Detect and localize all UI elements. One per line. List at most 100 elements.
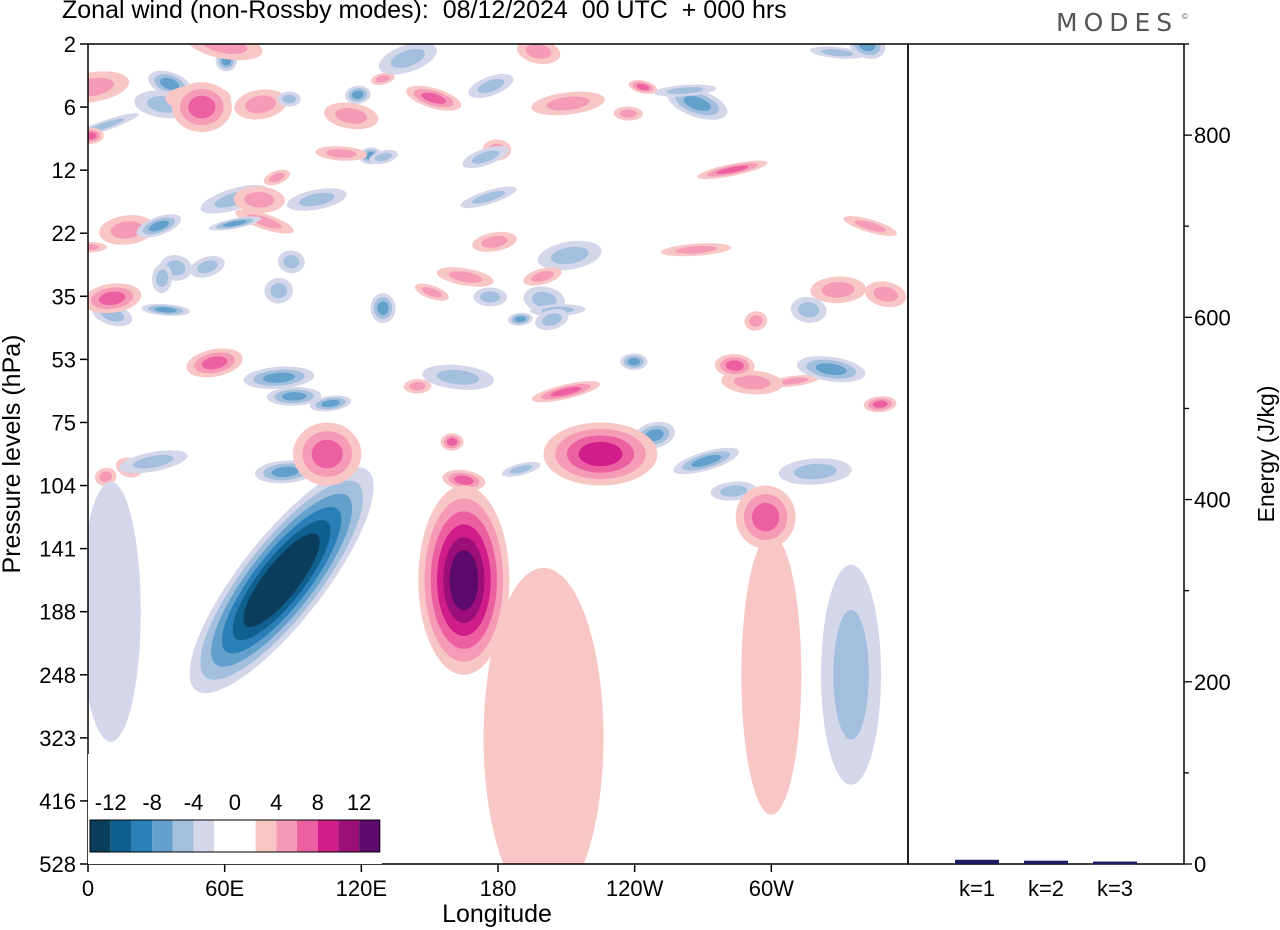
contour-patch (270, 283, 288, 299)
contour-patch (872, 400, 888, 408)
contour-patch (778, 377, 809, 385)
contour-patch (532, 291, 557, 308)
x-tick-label: 60W (749, 876, 794, 901)
contour-patch (733, 375, 771, 390)
colorbar-label: -8 (142, 790, 162, 815)
y-tick-label: 22 (52, 221, 76, 246)
contour-feature (578, 441, 623, 467)
contour-patch (88, 77, 115, 97)
colorbar-swatch (152, 820, 173, 852)
contour-patch (110, 221, 144, 239)
contour-patch (509, 464, 533, 474)
y-tick-label: 2 (64, 32, 76, 57)
contour-patch (446, 438, 458, 446)
contour-patch (477, 78, 505, 94)
contour-patch (159, 77, 180, 90)
contour-patch (858, 44, 876, 52)
contour-patch (821, 281, 855, 298)
energy-category-label: k=3 (1097, 876, 1133, 901)
y-tick-label: 248 (39, 663, 76, 688)
colorbar-swatch (317, 820, 339, 852)
contour-patch (716, 165, 749, 175)
brand-logo: MODES (1056, 8, 1179, 37)
contour-patch (390, 48, 426, 68)
energy-axis-label: Energy (J/kg) (1253, 386, 1279, 523)
contour-patch (821, 49, 854, 57)
colorbar-swatch (359, 820, 380, 852)
contour-patch (741, 534, 802, 815)
x-axis: 0 60E 120E 180 120W 60W (82, 864, 794, 901)
contour-feature (254, 546, 309, 614)
contour-patch (436, 369, 480, 385)
contour-patch (283, 255, 300, 269)
contour-patch (321, 399, 340, 408)
contour-feature (449, 550, 479, 611)
contour-patch (636, 83, 650, 91)
contour-patch (203, 44, 248, 55)
contour-patch (244, 191, 275, 208)
colorbar-label: -4 (184, 790, 204, 815)
y-tick-label: 528 (39, 852, 76, 877)
energy-category-label: k=2 (1028, 876, 1064, 901)
contour-patch (409, 381, 426, 391)
colorbar-label: 4 (270, 790, 282, 815)
contour-patch (454, 475, 474, 485)
contour-patch (282, 94, 297, 104)
y-axis: 2 6 12 22 35 53 75 104 141 188 248 323 416 528 (39, 32, 88, 877)
contour-feature (752, 502, 780, 532)
y-tick-label: 323 (39, 726, 76, 751)
contour-patch (514, 316, 526, 323)
contour-patch (550, 386, 582, 397)
contour-patch (483, 567, 604, 864)
contour-patch (627, 357, 641, 366)
y-tick-label: 188 (39, 600, 76, 625)
colorbar-swatch (172, 820, 194, 852)
contour-patch (550, 246, 589, 265)
x-tick-label: 120W (606, 876, 664, 901)
contour-patch (148, 220, 169, 232)
contour-patch (471, 150, 500, 164)
contour-patch (377, 301, 389, 315)
colorbar-swatch (276, 820, 297, 852)
colorbar-label: -12 (95, 790, 127, 815)
contour-patch (691, 454, 722, 467)
energy-tick-label: 600 (1194, 305, 1231, 330)
contour-patch (666, 86, 704, 95)
contour-patch (481, 236, 508, 248)
contour-patch (749, 315, 763, 327)
colorbar-swatch (193, 820, 215, 852)
contour-patch (245, 95, 277, 114)
contour-patch (541, 313, 562, 326)
energy-panel: 0 200 400 600 800 k=1 k=2 k=3 (907, 43, 1231, 901)
contour-patch (873, 286, 898, 302)
contour-patch (352, 90, 364, 99)
contour-patch (262, 372, 295, 383)
x-tick-label: 180 (480, 876, 517, 901)
contour-field (88, 44, 907, 864)
contour-feature (311, 439, 343, 469)
contour-patch (421, 287, 442, 298)
colorbar-swatch (131, 820, 153, 852)
contour-patch (375, 75, 390, 83)
energy-bar (955, 859, 999, 864)
energy-tick-label: 0 (1194, 852, 1206, 877)
contour-patch (326, 149, 357, 158)
contour-patch (335, 107, 368, 124)
colorbar-label: 8 (312, 790, 324, 815)
contour-patch (546, 96, 590, 111)
energy-bar (1093, 861, 1137, 865)
x-tick-label: 60E (205, 876, 244, 901)
contour-patch (156, 269, 169, 288)
energy-frame (907, 43, 1185, 865)
contour-patch (798, 302, 820, 318)
contour-patch (720, 485, 748, 497)
contour-patch (725, 360, 744, 371)
contour-patch (525, 44, 552, 59)
y-tick-label: 35 (52, 284, 76, 309)
contour-patch (271, 466, 299, 478)
energy-tick-label: 400 (1194, 488, 1231, 513)
contour-patch (197, 260, 218, 274)
colorbar-swatch (110, 820, 132, 852)
contour-patch (675, 245, 717, 254)
colorbar-legend: -12 -8 -4 0 4 8 12 (88, 754, 382, 864)
